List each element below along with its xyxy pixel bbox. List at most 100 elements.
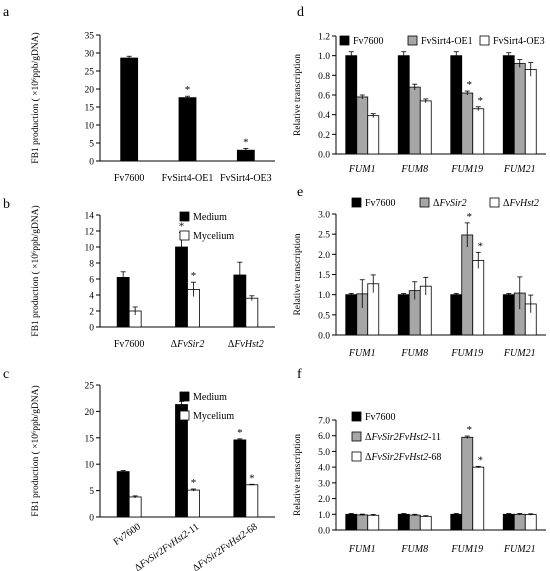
panel-letter: b	[3, 197, 10, 212]
y-tick-label: 1.0	[318, 291, 330, 301]
category-label-italic-part: FvSir2	[176, 339, 204, 350]
y-tick-label: 20	[85, 86, 95, 96]
legend-label-part: Δ	[503, 198, 510, 209]
bar	[472, 466, 485, 531]
x-category-label: FUM19	[450, 544, 483, 555]
legend-label: Fv7600	[353, 36, 384, 47]
y-tick-label: 15	[85, 104, 95, 114]
bar	[408, 86, 421, 155]
legend-swatch	[479, 35, 490, 46]
y-tick-label: 10	[85, 244, 95, 254]
y-tick-label: 10	[85, 461, 95, 471]
y-tick-label: 2.5	[318, 231, 330, 241]
panel-letter: c	[3, 367, 9, 382]
panel-f: f 0.0 1.0 2.0 3.0 4.0 5.0 6.0 7.0 Relative transc…	[293, 367, 546, 555]
bar	[513, 513, 526, 531]
y-tick-label: 0	[89, 514, 94, 524]
x-category-label: FUM19	[450, 164, 483, 175]
legend-swatch	[351, 197, 362, 208]
bar	[116, 471, 130, 518]
legend-label: ΔFvSir2	[433, 198, 467, 209]
bar	[175, 404, 188, 518]
bar	[450, 55, 463, 155]
category-label-italic-part: FvSir2FvHst2	[137, 529, 191, 571]
y-axis-label: Relative transcription	[293, 434, 303, 516]
y-tick-label: 0.4	[318, 111, 330, 121]
legend-label: ΔFvHst2	[503, 198, 539, 209]
y-tick-label: 8	[89, 260, 94, 270]
bar	[356, 514, 369, 531]
legend-swatch	[179, 230, 190, 241]
legend-label: Mycelium	[193, 231, 234, 242]
x-category-label: ΔFvHst2	[228, 339, 264, 350]
y-tick-label: 2	[89, 308, 94, 318]
bar	[187, 489, 200, 518]
y-tick-label: 10	[85, 122, 95, 132]
x-category-label: FvSirt4-OE3	[220, 173, 272, 184]
y-tick-label: 7.0	[318, 417, 330, 427]
y-tick-label: 5.0	[318, 448, 330, 458]
legend-label: FvSirt4-OE3	[493, 36, 545, 47]
x-category-label: FUM8	[400, 544, 428, 555]
legend-label-italic-part: FvSir2FvHst2	[370, 452, 428, 463]
y-tick-label: 1.0	[318, 511, 330, 521]
bar	[502, 294, 515, 336]
bar	[502, 513, 515, 531]
legend-swatch	[489, 197, 500, 208]
significance-star: *	[237, 427, 243, 439]
bar	[233, 439, 247, 518]
legend-swatch	[179, 211, 190, 222]
category-label-part: Δ	[171, 339, 178, 350]
y-tick-label: 15	[85, 434, 95, 444]
category-label-italic-part: FvSir2FvHst2	[195, 529, 249, 571]
significance-star: *	[478, 240, 484, 252]
panel-d: d 0.0 0.2 0.4 0.6 0.8 1.0 1.2 Relative transcrip…	[293, 5, 546, 175]
significance-star: *	[179, 221, 185, 233]
significance-star: *	[191, 270, 197, 282]
category-label-part: Δ	[228, 339, 235, 350]
x-category-label: ΔFvSir2	[171, 339, 205, 350]
bar	[502, 55, 515, 155]
bar	[419, 100, 432, 155]
panel-a: a 0 5 10 15 20 25 30 35 FB1 production ( ×10⁶ppb/…	[3, 5, 275, 184]
y-tick-label: 3.0	[318, 479, 330, 489]
x-category-label: FUM8	[400, 348, 428, 359]
bar	[461, 92, 474, 155]
x-category-label: FUM1	[348, 544, 376, 555]
bar	[461, 234, 474, 336]
bar	[128, 496, 142, 518]
y-tick-label: 2.0	[318, 251, 330, 261]
legend-swatch	[339, 35, 350, 46]
x-category-label: FvSirt4-OE1	[162, 173, 214, 184]
legend: Medium Mycelium	[179, 391, 234, 422]
legend-label-part: Δ	[433, 198, 440, 209]
panel-letter: d	[297, 5, 304, 20]
y-tick-label: 5	[89, 487, 94, 497]
panel-c: c 0 5 10 15 20 25 FB1 production ( ×10⁶ppb/gDNA…	[3, 367, 275, 571]
significance-star: *	[478, 454, 484, 466]
bar	[472, 259, 485, 336]
category-label-part: Δ	[133, 561, 145, 571]
legend: Fv7600 ΔFvSir2 ΔFvHst2	[351, 197, 539, 209]
x-category-label: FUM21	[503, 164, 536, 175]
legend-label-part: Δ	[365, 432, 372, 443]
x-category-label: ΔFvSir2FvHst2-11	[133, 521, 202, 571]
y-tick-label: 20	[85, 408, 95, 418]
bar	[245, 297, 259, 328]
y-axis-label: FB1 production ( ×10⁶ppb/gDNA)	[30, 205, 41, 336]
bar	[408, 514, 421, 531]
bar	[367, 514, 380, 531]
bar	[397, 55, 410, 155]
y-tick-label: 0	[89, 158, 94, 168]
bar	[345, 55, 358, 155]
x-category-label: FUM8	[400, 164, 428, 175]
x-category-label: FUM1	[348, 164, 376, 175]
legend-swatch	[179, 410, 190, 421]
legend-swatch	[179, 391, 190, 402]
legend-label: Mycelium	[193, 411, 234, 422]
y-tick-label: 4.0	[318, 464, 330, 474]
significance-star: *	[249, 472, 255, 484]
y-tick-label: 1.0	[318, 52, 330, 62]
